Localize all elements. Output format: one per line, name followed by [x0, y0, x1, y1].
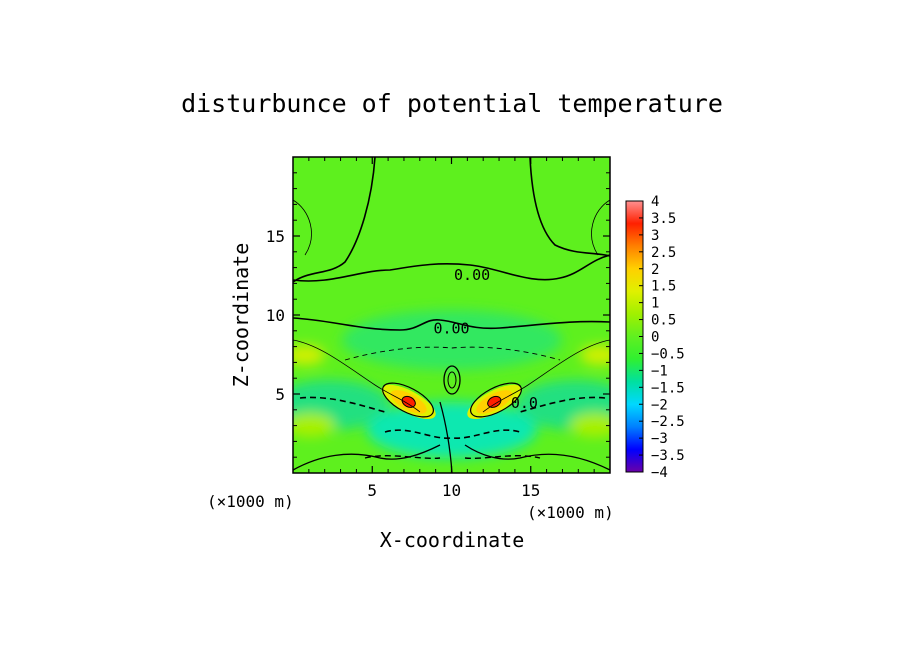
y-tick-label: 5 — [275, 385, 285, 404]
contour-dashed-bottom — [364, 455, 541, 460]
contour-label: 0.00 — [433, 320, 469, 338]
colorbar-tick-label: 3.5 — [651, 211, 676, 227]
axes: 5 10 15 5 10 15 — [266, 157, 610, 500]
warm-anomaly — [467, 384, 522, 420]
contour-thin-right — [482, 339, 610, 413]
colorbar-tick-label: 3 — [651, 228, 659, 244]
colorbar-ticks: 43.532.521.510.50−0.5−1−1.5−2−2.5−3−3.5−… — [639, 194, 685, 481]
colorbar-tick-label: 1.5 — [651, 279, 676, 295]
warm-band-left-top — [293, 345, 325, 365]
colorbar-tick-label: −1 — [651, 363, 668, 379]
colorbar-tick-label: 1 — [651, 296, 659, 312]
colorbar-tick-label: 2.5 — [651, 245, 676, 261]
warm-band-right-top — [580, 345, 610, 365]
contour-top-left — [293, 157, 376, 283]
colorbar-tick-label: −0.5 — [651, 346, 685, 362]
contour-center-cell — [443, 365, 461, 395]
contour-label: 0.0 — [511, 394, 538, 412]
colorbar-tick-label: −4 — [651, 465, 668, 481]
colorbar-tick-label: −2 — [651, 397, 668, 413]
contour-center-cell-inner — [447, 371, 457, 389]
x-tick-label: 10 — [442, 481, 461, 500]
warm-band-left-low — [293, 413, 335, 437]
y-tick-label: 10 — [266, 306, 285, 325]
plot-area: 0.00 0.00 0.0 5 10 15 5 10 15 — [266, 156, 611, 500]
colorbar-tick-label: −3.5 — [651, 448, 685, 464]
x-tick-label: 5 — [367, 481, 377, 500]
y-unit-label: (×1000 m) — [207, 492, 294, 511]
contour-top-right — [529, 157, 610, 257]
contour-thin-left — [293, 339, 421, 413]
colorbar-tick-label: −1.5 — [651, 380, 685, 396]
contour-labels: 0.00 0.00 0.0 — [433, 266, 538, 412]
field-anomalies — [293, 310, 610, 458]
contour-dashed-left — [299, 396, 386, 413]
colorbar-tick-label: −3 — [651, 431, 668, 447]
contour-edge-right — [591, 199, 610, 256]
x-axis-label: X-coordinate — [380, 528, 525, 552]
contour-dashed-core — [384, 429, 521, 439]
contour-center-drop — [439, 401, 453, 473]
colorbar-tick-label: −2.5 — [651, 414, 685, 430]
contour-left-ring — [382, 382, 434, 418]
cool-core — [367, 402, 537, 458]
warm-band-right-low — [570, 413, 610, 437]
cool-upper — [342, 310, 562, 370]
warm-anomaly-core — [401, 395, 416, 408]
colorbar-tick-label: 0 — [651, 330, 659, 346]
contour-lines — [293, 157, 610, 473]
colorbar: 43.532.521.510.50−0.5−1−1.5−2−2.5−3−3.5−… — [625, 194, 685, 481]
colorbar-tick-label: 4 — [651, 194, 659, 210]
contour-dashed-upper — [344, 346, 561, 361]
colorbar-tick-label: 0.5 — [651, 313, 676, 329]
contour-edge-left — [293, 199, 312, 256]
contour-lower-right — [464, 444, 610, 471]
contour-upper-zero — [293, 254, 610, 282]
contour-middle-zero — [293, 317, 610, 331]
contour-label: 0.00 — [454, 266, 490, 284]
warm-anomaly-core — [487, 395, 502, 408]
contour-dashed-right — [519, 396, 606, 413]
contour-lower-left — [293, 444, 441, 471]
warm-anomalies — [381, 384, 522, 420]
y-axis-label: Z-coordinate — [229, 243, 253, 388]
contour-right-ring — [470, 382, 522, 418]
chart-title: disturbunce of potential temperature — [181, 89, 723, 118]
warm-anomaly — [381, 384, 436, 420]
x-unit-label: (×1000 m) — [527, 503, 614, 522]
x-tick-label: 15 — [521, 481, 540, 500]
y-tick-label: 15 — [266, 227, 285, 246]
colorbar-tick-label: 2 — [651, 262, 659, 278]
